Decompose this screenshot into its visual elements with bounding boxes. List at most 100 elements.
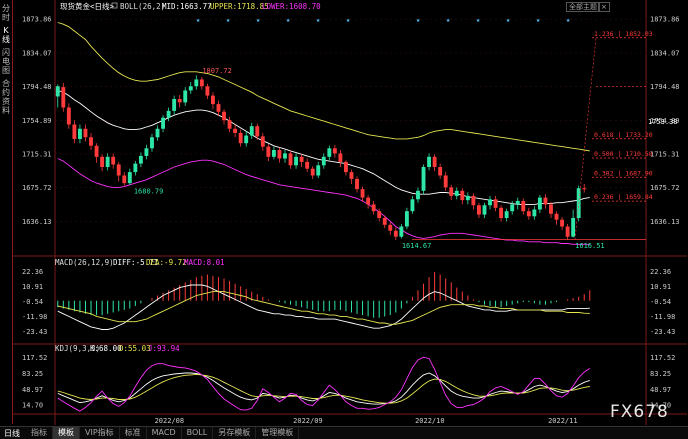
candle-body <box>299 156 304 162</box>
tab-template[interactable]: 模板 <box>53 427 80 439</box>
candle-body <box>138 155 143 164</box>
boll-lower-value: LOWER:1608.70 <box>262 2 321 11</box>
star-icon: ★ <box>506 16 511 24</box>
candle-body <box>183 90 188 103</box>
price-tick-label: 1794.48 <box>22 83 52 91</box>
bottom-toolbar: 日线 指标 模板 VIP指标 标准 MACD BOLL 另存模板 管理模板 <box>0 426 688 439</box>
sidebar-item-kline[interactable]: K线 <box>2 26 10 44</box>
candle-body <box>549 204 553 214</box>
price-tick-label: 1715.31 <box>650 150 680 158</box>
candle-body <box>205 86 210 96</box>
kdj-tick-label: 14.70 <box>22 402 43 410</box>
macd-value: MACD:8.01 <box>184 258 225 267</box>
candle-body <box>260 136 265 147</box>
kdj-indicator-name: KDJ(9,3,3) <box>55 344 100 353</box>
tab-boll[interactable]: BOLL <box>182 427 214 439</box>
sidebar-item-flash[interactable]: 闪电图 <box>2 48 10 75</box>
candle-body <box>177 99 182 103</box>
low-price-label: 1680.79 <box>134 188 164 196</box>
boll-upper-line <box>57 22 590 152</box>
kdj-tick-label: 14.70 <box>650 402 671 410</box>
left-sidebar: 分时 K线 闪电图 合约资料 <box>0 0 13 424</box>
candle-body <box>233 128 238 133</box>
tab-vip-indicator[interactable]: VIP指标 <box>80 427 120 439</box>
candle-body <box>216 104 221 112</box>
date-tick-label: 2022/10 <box>415 417 445 425</box>
candle-body <box>416 190 420 200</box>
price-tick-label: 1834.07 <box>650 50 680 58</box>
candle-body <box>144 148 149 156</box>
kdj-k-line <box>57 372 590 405</box>
price-tick-label: 1636.13 <box>650 218 680 226</box>
close-button[interactable]: × <box>598 2 610 12</box>
sidebar-item-timeshare[interactable]: 分时 <box>2 4 10 22</box>
low-price-label: 1614.67 <box>402 242 432 250</box>
candle-body <box>166 110 171 118</box>
candle-body <box>476 205 481 215</box>
macd-tick-label: 22.36 <box>650 268 671 276</box>
candle-body <box>388 224 393 231</box>
last-price-label: 1753.38 <box>648 118 678 126</box>
candle-body <box>244 135 249 144</box>
star-icon: ★ <box>256 16 261 24</box>
candle-body <box>393 230 398 237</box>
candle-body <box>432 156 437 167</box>
candle-body <box>382 218 387 225</box>
candle-body <box>526 211 531 217</box>
macd-dea-value: DEA:-9.72 <box>146 258 187 267</box>
candle-body <box>410 199 415 212</box>
candle-body <box>532 209 537 217</box>
candle-body <box>321 156 326 166</box>
candle-body <box>338 153 343 162</box>
star-icon: ★ <box>416 16 421 24</box>
candle-body <box>316 165 321 176</box>
candle-body <box>249 126 254 136</box>
candle-body <box>343 161 348 173</box>
tab-macd[interactable]: MACD <box>147 427 182 439</box>
star-icon: ★ <box>316 16 321 24</box>
price-tick-label: 1675.72 <box>650 184 680 192</box>
price-tick-label: 1754.89 <box>22 117 52 125</box>
period-label[interactable]: 日线 <box>4 428 20 438</box>
tab-indicator[interactable]: 指标 <box>26 427 53 439</box>
macd-diff-value: DIFF:-5.71 <box>113 258 158 267</box>
star-icon: ★ <box>346 16 351 24</box>
candle-body <box>521 201 526 212</box>
date-axis: 2022/08 2022/09 2022/10 2022/11 <box>155 417 578 425</box>
tab-save-template[interactable]: 另存模板 <box>213 427 257 439</box>
price-tick-label: 1834.07 <box>22 50 52 58</box>
full-theme-button[interactable]: 全部主题 <box>566 2 600 12</box>
price-tick-label: 1873.86 <box>22 16 52 24</box>
kdj-tick-label: 117.52 <box>22 354 47 362</box>
candle-body <box>454 190 459 196</box>
candle-body <box>271 150 276 157</box>
tab-manage-template[interactable]: 管理模板 <box>256 427 300 439</box>
candle-body <box>161 117 166 129</box>
price-tick-label: 1754.89 <box>650 117 680 125</box>
kdj-tick-label: 83.25 <box>22 370 43 378</box>
price-tick-label: 1636.13 <box>22 218 52 226</box>
candle-body <box>460 190 465 201</box>
date-tick-label: 2022/08 <box>155 417 185 425</box>
candle-body <box>560 219 565 227</box>
sidebar-item-contract[interactable]: 合约资料 <box>2 79 10 115</box>
star-icon: ★ <box>536 16 541 24</box>
macd-dea-line <box>57 291 590 325</box>
candle-body <box>499 207 504 218</box>
star-icon: ★ <box>196 16 201 24</box>
boll-upper-value: UPPER:1718.85 <box>210 2 269 11</box>
candle-body <box>443 175 448 188</box>
kdj-tick-label: 48.97 <box>22 386 43 394</box>
candle-body <box>571 218 576 237</box>
settings-icon[interactable] <box>111 2 118 9</box>
kdj-tick-label: 117.52 <box>650 354 675 362</box>
low-price-label: 1616.51 <box>575 242 605 250</box>
macd-tick-label: -0.54 <box>650 298 671 306</box>
candle-body <box>222 111 226 121</box>
candle-body <box>488 199 492 206</box>
kdj-d-value: D:55.03 <box>119 344 151 353</box>
tab-standard[interactable]: 标准 <box>120 427 147 439</box>
boll-mid-value: MID:1663.77 <box>162 2 212 11</box>
date-tick-label: 2022/09 <box>293 417 323 425</box>
